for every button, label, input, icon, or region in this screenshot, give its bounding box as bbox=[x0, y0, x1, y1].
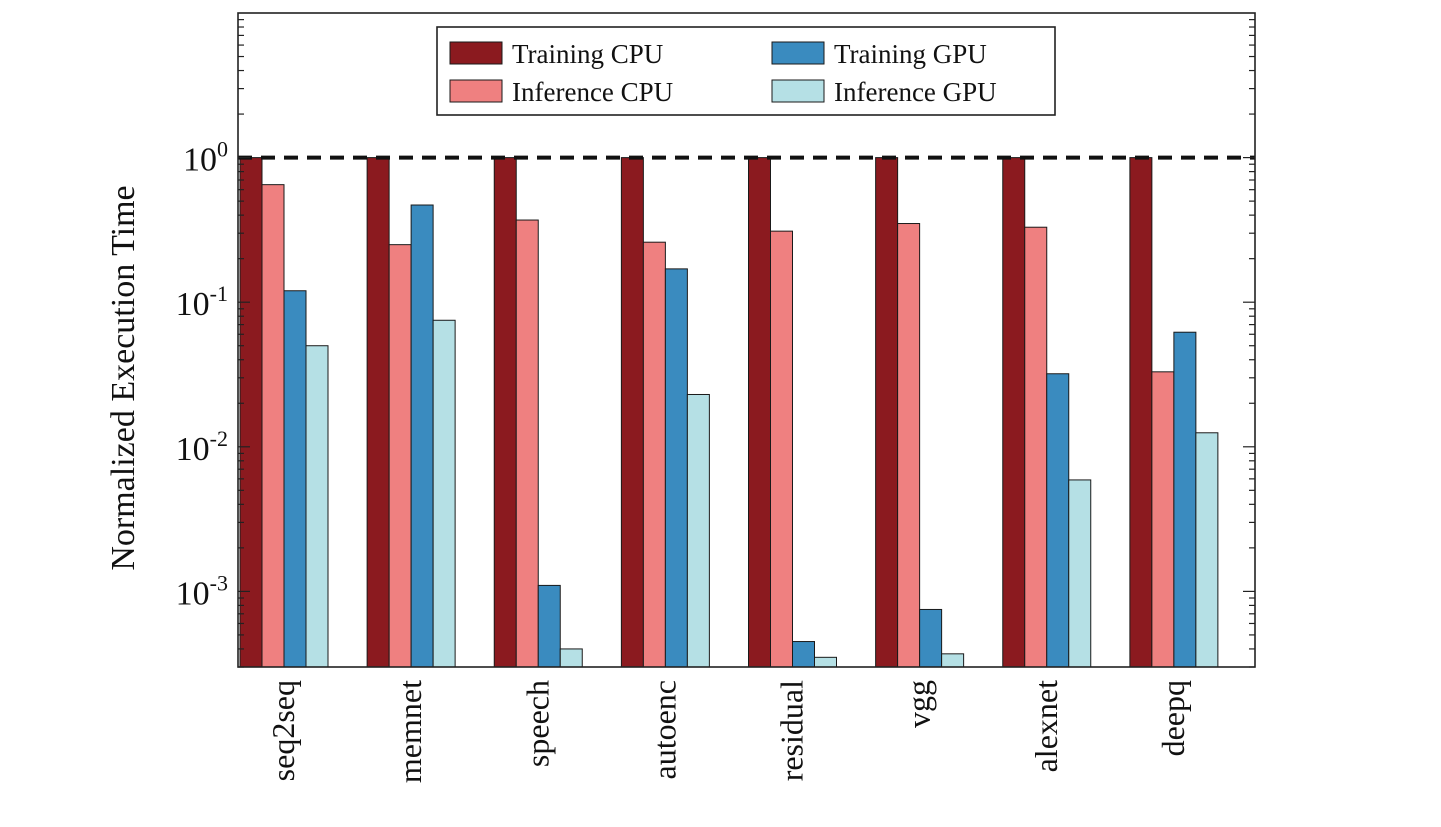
x-tick-label: autoenc bbox=[646, 680, 682, 780]
bar-deepq-inference-gpu bbox=[1195, 432, 1219, 668]
bar-autoenc-training-cpu bbox=[620, 157, 644, 668]
bar-residual-training-cpu bbox=[748, 157, 771, 668]
y-tick-label: 10-1 bbox=[176, 281, 228, 323]
x-tick-label: seq2seq bbox=[265, 680, 301, 781]
legend-label: Inference CPU bbox=[512, 77, 673, 107]
bar-autoenc-training-gpu bbox=[664, 268, 688, 668]
bar-deepq-training-gpu bbox=[1173, 331, 1197, 668]
bar-memnet-training-gpu bbox=[410, 204, 434, 668]
legend-swatch bbox=[449, 41, 503, 65]
x-tick-label: deepq bbox=[1155, 680, 1191, 756]
bar-vgg-training-cpu bbox=[875, 157, 899, 668]
bar-deepq-inference-cpu bbox=[1151, 371, 1175, 668]
bar-seq2seq-inference-cpu bbox=[261, 184, 285, 668]
bar-vgg-training-gpu bbox=[919, 608, 943, 668]
bar-alexnet-inference-cpu bbox=[1024, 226, 1048, 668]
bar-speech-inference-gpu bbox=[559, 648, 583, 668]
bar-alexnet-training-cpu bbox=[1002, 157, 1026, 668]
bar-seq2seq-training-cpu bbox=[239, 157, 263, 668]
legend-swatch bbox=[449, 79, 503, 103]
x-tick-label: alexnet bbox=[1028, 680, 1064, 773]
legend-swatch bbox=[771, 41, 825, 65]
y-tick-label: 100 bbox=[183, 137, 228, 179]
bar-vgg-inference-gpu bbox=[941, 653, 965, 668]
bar-vgg-inference-cpu bbox=[897, 223, 921, 668]
bar-speech-training-cpu bbox=[493, 157, 517, 668]
legend-box bbox=[436, 26, 1056, 116]
legend-swatch bbox=[771, 79, 825, 103]
x-tick-label: memnet bbox=[392, 680, 428, 783]
y-axis-ticks: 100 10-1 10-2 10-3 bbox=[176, 19, 1255, 668]
bar-speech-inference-cpu bbox=[515, 219, 539, 668]
plot-frame bbox=[237, 12, 1256, 668]
y-tick-label: 10-3 bbox=[176, 570, 228, 612]
x-tick-label: vgg bbox=[901, 680, 937, 728]
bar-residual-inference-cpu bbox=[770, 230, 793, 668]
legend: Training CPU Inference CPU Training GPU Inf… bbox=[436, 26, 1056, 116]
bar-residual-inference-gpu bbox=[814, 656, 837, 668]
bar-speech-training-gpu bbox=[537, 584, 561, 668]
x-axis-ticks: seq2seq memnet speech autoenc residual vgg ale… bbox=[265, 680, 1191, 783]
bar-alexnet-inference-gpu bbox=[1068, 479, 1092, 668]
legend-label: Training GPU bbox=[834, 39, 987, 69]
bar-memnet-training-cpu bbox=[366, 157, 390, 668]
x-tick-label: speech bbox=[519, 680, 555, 767]
bar-deepq-training-cpu bbox=[1129, 157, 1153, 668]
bar-autoenc-inference-gpu bbox=[686, 393, 710, 668]
legend-label: Inference GPU bbox=[834, 77, 997, 107]
bar-alexnet-training-gpu bbox=[1046, 373, 1070, 668]
bar-memnet-inference-gpu bbox=[432, 319, 456, 668]
bar-memnet-inference-cpu bbox=[388, 244, 412, 668]
bar-autoenc-inference-cpu bbox=[642, 241, 666, 668]
plot-area bbox=[238, 155, 1255, 668]
bar-residual-training-gpu bbox=[792, 641, 815, 668]
y-tick-label: 10-2 bbox=[176, 426, 228, 468]
bar-seq2seq-training-gpu bbox=[283, 290, 307, 668]
bar-seq2seq-inference-gpu bbox=[305, 345, 329, 668]
legend-label: Training CPU bbox=[512, 39, 663, 69]
y-axis-label: Normalized Execution Time bbox=[105, 185, 142, 570]
x-tick-label: residual bbox=[774, 680, 810, 781]
